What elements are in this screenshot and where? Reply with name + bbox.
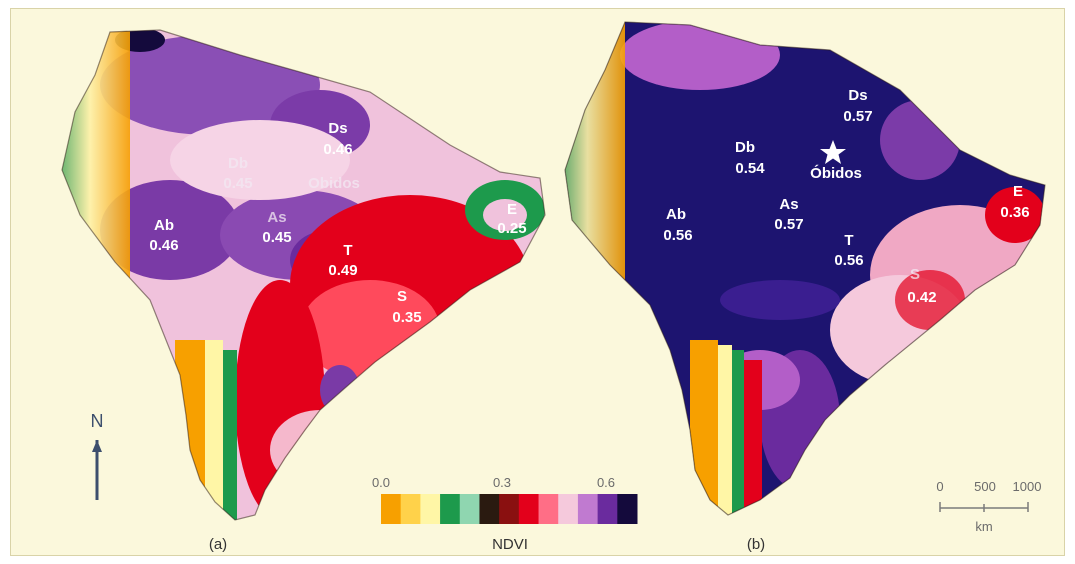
legend-swatch (479, 494, 500, 524)
region-code-e: E (507, 201, 517, 218)
region-code-ds: Ds (848, 87, 867, 104)
region-value-s: 0.35 (392, 309, 421, 326)
region-code-e: E (1013, 183, 1023, 200)
star-icon (820, 140, 846, 164)
north-arrow: N (91, 411, 104, 500)
region-value-s: 0.42 (907, 289, 936, 306)
region-code-as: As (779, 196, 798, 213)
region-code-db: Db (735, 139, 755, 156)
panel-b-labels: Ds 0.57 Db 0.54 Ab 0.56 As 0.57 T 0.56 S… (663, 87, 1029, 306)
scale-tick-500: 500 (974, 479, 996, 494)
legend-swatch (577, 494, 599, 524)
legend-title: NDVI (492, 536, 528, 553)
region-value-as: 0.45 (262, 229, 291, 246)
region-code-as: As (267, 209, 286, 226)
legend-swatch (558, 494, 579, 524)
region-value-db: 0.54 (735, 160, 765, 177)
panel-caption-b: (b) (747, 536, 765, 553)
region-value-as: 0.57 (774, 216, 803, 233)
legend-swatch (538, 494, 559, 524)
legend-tick-high: 0.6 (597, 475, 615, 490)
scale-bar-icon (939, 502, 1029, 512)
legend-tick-mid: 0.3 (493, 475, 511, 490)
region-code-t: T (844, 232, 853, 249)
region-code-s: S (910, 266, 920, 283)
ndvi-map-b (564, 21, 1046, 516)
legend-swatch (499, 494, 520, 524)
region-value-e: 0.36 (1000, 204, 1029, 221)
region-code-db: Db (228, 155, 248, 172)
region-value-t: 0.49 (328, 262, 357, 279)
region-code-ds: Ds (328, 120, 347, 137)
region-code-ab: Ab (666, 206, 686, 223)
region-value-ab: 0.56 (663, 227, 692, 244)
region-value-ds: 0.46 (323, 141, 352, 158)
legend-swatch (440, 494, 461, 524)
region-code-s: S (397, 288, 407, 305)
legend-swatch (400, 494, 421, 524)
north-label: N (91, 411, 104, 431)
panel-a-labels: Ds 0.46 Db 0.45 Ab 0.46 As 0.45 T 0.49 S… (149, 120, 526, 326)
legend-swatch (420, 494, 441, 524)
place-label-obidos: Óbidos (810, 164, 862, 182)
ndvi-legend: 0.0 0.3 0.6 NDVI (372, 475, 638, 553)
scale-tick-0: 0 (936, 479, 943, 494)
ndvi-map-a (61, 29, 546, 521)
north-arrow-icon (92, 440, 102, 500)
scale-bar: 0 500 1000 km (936, 479, 1041, 534)
region-value-ds: 0.57 (843, 108, 872, 125)
legend-swatch (459, 494, 480, 524)
ndvi-color-bar (381, 494, 638, 524)
legend-swatch (617, 494, 638, 524)
region-value-e: 0.25 (497, 220, 526, 237)
region-code-t: T (343, 242, 352, 259)
legend-tick-low: 0.0 (372, 475, 390, 490)
legend-swatch (597, 494, 618, 524)
place-label-obidos: Obidos (308, 175, 360, 192)
scale-unit: km (975, 519, 992, 534)
legend-swatch (381, 494, 402, 524)
region-value-ab: 0.46 (149, 237, 178, 254)
region-value-t: 0.56 (834, 252, 863, 269)
legend-swatch (518, 494, 540, 524)
scale-tick-1000: 1000 (1013, 479, 1042, 494)
panel-caption-a: (a) (209, 536, 227, 553)
region-code-ab: Ab (154, 217, 174, 234)
region-value-db: 0.45 (223, 175, 252, 192)
